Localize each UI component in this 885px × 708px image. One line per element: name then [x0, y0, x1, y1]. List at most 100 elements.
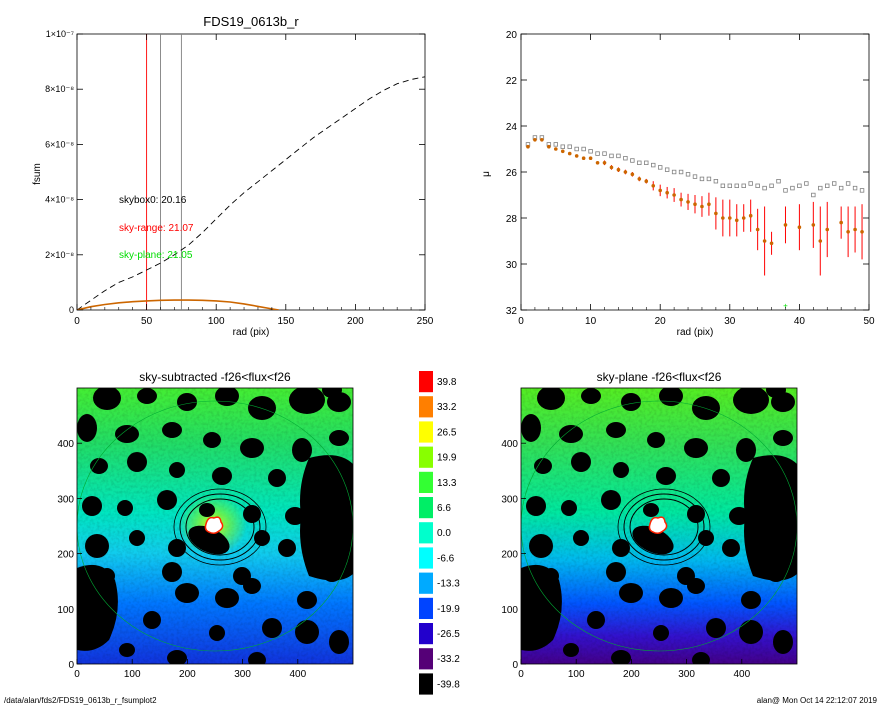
- mu-sky-point-41: [811, 192, 816, 198]
- colorbar-swatch-7: [419, 547, 433, 569]
- mu-profile-point-29: [728, 216, 732, 220]
- colorbar-swatch-9: [419, 597, 433, 619]
- mu-sky-point-38: [790, 185, 795, 191]
- mu-sky-point-29: [727, 183, 732, 188]
- fsum-xtick-label-1: 50: [141, 316, 153, 327]
- mu-ytick-label-6: 32: [506, 306, 518, 317]
- plane-mask-32: [722, 539, 740, 557]
- plane-mask-22: [561, 500, 577, 516]
- fsum-ytick-label-0: 0: [69, 305, 74, 315]
- mu-profile-point-19: [658, 188, 662, 193]
- mu-profile-point-35: [769, 241, 774, 246]
- mu-ytick-label-2: 24: [506, 122, 518, 133]
- sub-mask-25: [243, 505, 261, 523]
- mu-sky-point-25: [699, 176, 705, 182]
- sky-plane-frame: [520, 387, 798, 665]
- mu-profile-point-17: [644, 179, 649, 183]
- plane-xtick-label-3: 300: [678, 669, 695, 680]
- plane-xtick-label-0: 0: [518, 669, 524, 680]
- sub-mask-1: [137, 388, 157, 404]
- colorbar-swatch-3: [419, 446, 433, 468]
- mu-profile-point-28: [721, 216, 725, 220]
- mu-sky-point-7: [574, 146, 579, 152]
- sub-mask-26: [285, 507, 305, 525]
- mu-profile-point-21: [672, 193, 676, 197]
- sub-mask-24: [199, 503, 215, 517]
- sub-mask-41: [297, 591, 317, 609]
- fsum-ytick-label-3: 6×10⁻⁸: [45, 139, 74, 149]
- plane-mask-43: [653, 625, 669, 641]
- mu-profile-point-39: [818, 239, 823, 243]
- plane-mask-3: [659, 388, 683, 406]
- plane-ytick-label-1: 100: [501, 605, 518, 616]
- sub-mask-14: [329, 430, 349, 446]
- mu-profile-point-32: [748, 213, 753, 218]
- mu-profile-point-10: [595, 161, 600, 165]
- sub-mask-45: [295, 620, 319, 644]
- mu-profile-point-7: [574, 154, 579, 158]
- mu-sky-point-32: [748, 181, 753, 186]
- mu-sky-point-9: [588, 149, 593, 154]
- fsum-xtick-label-5: 250: [417, 316, 434, 327]
- plane-xtick-label-2: 200: [623, 669, 640, 680]
- mu-profile-point-15: [630, 172, 635, 177]
- mu-ytick-label-4: 28: [506, 214, 518, 225]
- mu-sky-point-23: [685, 172, 691, 177]
- plane-mask-21: [526, 496, 546, 516]
- mu-profile-point-34: [762, 239, 767, 243]
- mu-profile-point-13: [616, 167, 621, 172]
- plane-mask-35: [606, 562, 626, 582]
- mu-profile-point-16: [637, 177, 642, 181]
- mu-sky-point-30: [734, 183, 739, 188]
- mu-profile-point-42: [846, 230, 850, 234]
- plane-mask-49: [692, 652, 710, 664]
- sub-mask-35: [162, 562, 182, 582]
- sub-mask-7: [322, 388, 342, 398]
- colorbar-label-2: 26.5: [437, 427, 457, 438]
- mu-sky-point-10: [595, 151, 600, 156]
- colorbar-swatch-2: [419, 421, 433, 443]
- plane-mask-38: [619, 583, 643, 603]
- mu-sky-point-26: [706, 176, 712, 182]
- mu-sky-point-15: [630, 158, 635, 163]
- fsum-series-line-1: [77, 299, 279, 310]
- sub-mask-28: [85, 534, 109, 558]
- plane-mask-30: [612, 539, 630, 557]
- fsum-xtick-label-4: 200: [347, 316, 364, 327]
- sky-subtracted-frame: [76, 387, 354, 665]
- colorbar-swatch-6: [419, 522, 433, 544]
- colorbar-label-4: 13.3: [437, 478, 457, 489]
- outer-green-ellipse: [77, 400, 353, 652]
- mu-sky-point-43: [825, 183, 830, 188]
- plane-mask-1: [581, 388, 601, 404]
- mu-profile-point-4: [554, 147, 558, 151]
- mu-ytick-label-3: 26: [506, 168, 518, 179]
- plane-mask-large-left: [521, 564, 562, 651]
- plane-mask-25: [687, 505, 705, 523]
- sub-mask-center: [188, 525, 230, 555]
- plane-ytick-label-2: 200: [501, 550, 518, 561]
- fsum-xtick-label-3: 150: [277, 316, 294, 327]
- mu-xtick-label-2: 20: [655, 316, 667, 327]
- mu-sky-point-28: [720, 183, 726, 188]
- mu-sky-point-36: [776, 178, 781, 184]
- colorbar-label-5: 6.6: [437, 503, 451, 514]
- mu-xtick-label-0: 0: [518, 316, 524, 327]
- mu-sky-point-19: [658, 165, 663, 170]
- plane-mask-0: [537, 388, 565, 410]
- colorbar-label-0: 39.8: [437, 377, 457, 388]
- mu-profile-point-30: [734, 218, 739, 223]
- plane-mask-28: [529, 534, 553, 558]
- mu-profile-point-3: [547, 144, 551, 149]
- sub-mask-17: [169, 462, 185, 478]
- footer-timestamp: alan@ Mon Oct 14 22:12:07 2019: [756, 696, 877, 705]
- plane-mask-47: [563, 643, 579, 657]
- mu-sky-point-8: [581, 146, 586, 152]
- colorbar-swatch-8: [419, 572, 433, 594]
- mu-sky-point-39: [797, 183, 802, 188]
- sky-plane-annotation: sky-plane: 21.05: [119, 250, 193, 261]
- mu-sky-point-24: [692, 174, 698, 179]
- fsum-ytick-label-1: 2×10⁻⁸: [45, 250, 74, 260]
- sub-mask-23: [157, 490, 177, 510]
- plane-mask-7: [766, 388, 786, 398]
